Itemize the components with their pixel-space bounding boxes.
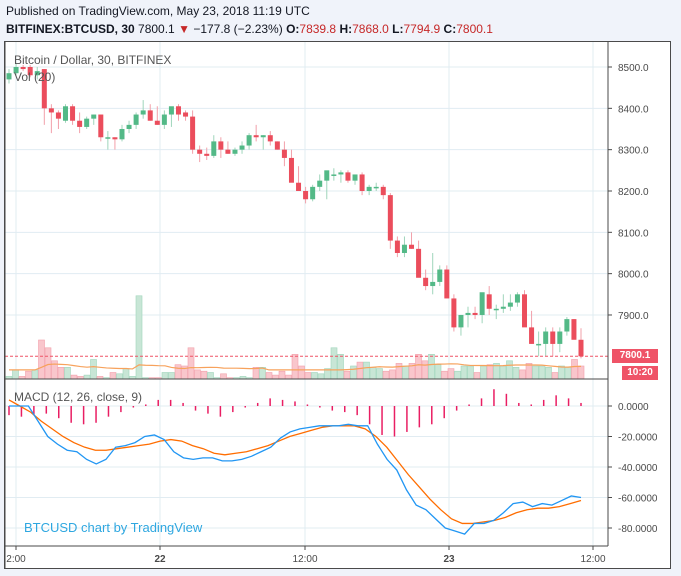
svg-text:8300.0: 8300.0 [618, 146, 649, 157]
symbol-info-bar: BITFINEX:BTCUSD, 30 7800.1 ▼ −177.8 (−2.… [6, 22, 493, 36]
macd-series [8, 389, 582, 535]
open-value: 7839.8 [299, 22, 337, 36]
low-value: 7794.9 [403, 22, 441, 36]
last-price-tag: 7800.1 [612, 349, 658, 363]
high-value: 7868.0 [352, 22, 389, 36]
svg-text:12:00: 12:00 [580, 554, 605, 565]
svg-text:-20.0000: -20.0000 [618, 433, 658, 444]
svg-text:-40.0000: -40.0000 [618, 463, 658, 474]
macd-legend: MACD (12, 26, close, 9) [14, 390, 143, 404]
close-label: C: [443, 22, 457, 36]
svg-text:8500.0: 8500.0 [618, 63, 649, 74]
chart-frame [4, 41, 671, 569]
high-label: H: [339, 22, 353, 36]
close-value: 7800.1 [456, 22, 493, 36]
svg-text:8100.0: 8100.0 [618, 228, 649, 239]
svg-text:22: 22 [154, 554, 166, 565]
symbol-label: BITFINEX:BTCUSD, 30 [6, 22, 135, 36]
svg-text:0.0000: 0.0000 [618, 402, 649, 413]
countdown-tag: 10:20 [622, 366, 658, 380]
svg-text:23: 23 [443, 554, 455, 565]
svg-text:-80.0000: -80.0000 [618, 524, 658, 535]
svg-text:7900.0: 7900.0 [618, 311, 649, 322]
last-price: 7800.1 [138, 22, 175, 36]
candlestick-series [5, 62, 608, 359]
volume-legend: Vol (20) [14, 70, 56, 84]
price-change: −177.8 (−2.23%) [193, 22, 283, 36]
published-info: Published on TradingView.com, May 23, 20… [6, 4, 310, 18]
volume-ma-line [9, 363, 582, 371]
svg-text:8400.0: 8400.0 [618, 104, 649, 115]
triangle-down-icon: ▼ [178, 22, 190, 36]
svg-text:12:00: 12:00 [292, 554, 317, 565]
main-pane-title: Bitcoin / Dollar, 30, BITFINEX [14, 53, 172, 67]
low-label: L: [392, 22, 404, 36]
svg-text:2:00: 2:00 [6, 554, 26, 565]
svg-text:8200.0: 8200.0 [618, 187, 649, 198]
open-label: O: [286, 22, 300, 36]
axes: 8500.0 8400.0 8300.0 8200.0 8100.0 8000.0 7900… [4, 42, 658, 568]
svg-text:-60.0000: -60.0000 [618, 494, 658, 505]
svg-text:8000.0: 8000.0 [618, 270, 649, 281]
tradingview-watermark[interactable]: BTCUSD chart by TradingView [24, 520, 203, 535]
